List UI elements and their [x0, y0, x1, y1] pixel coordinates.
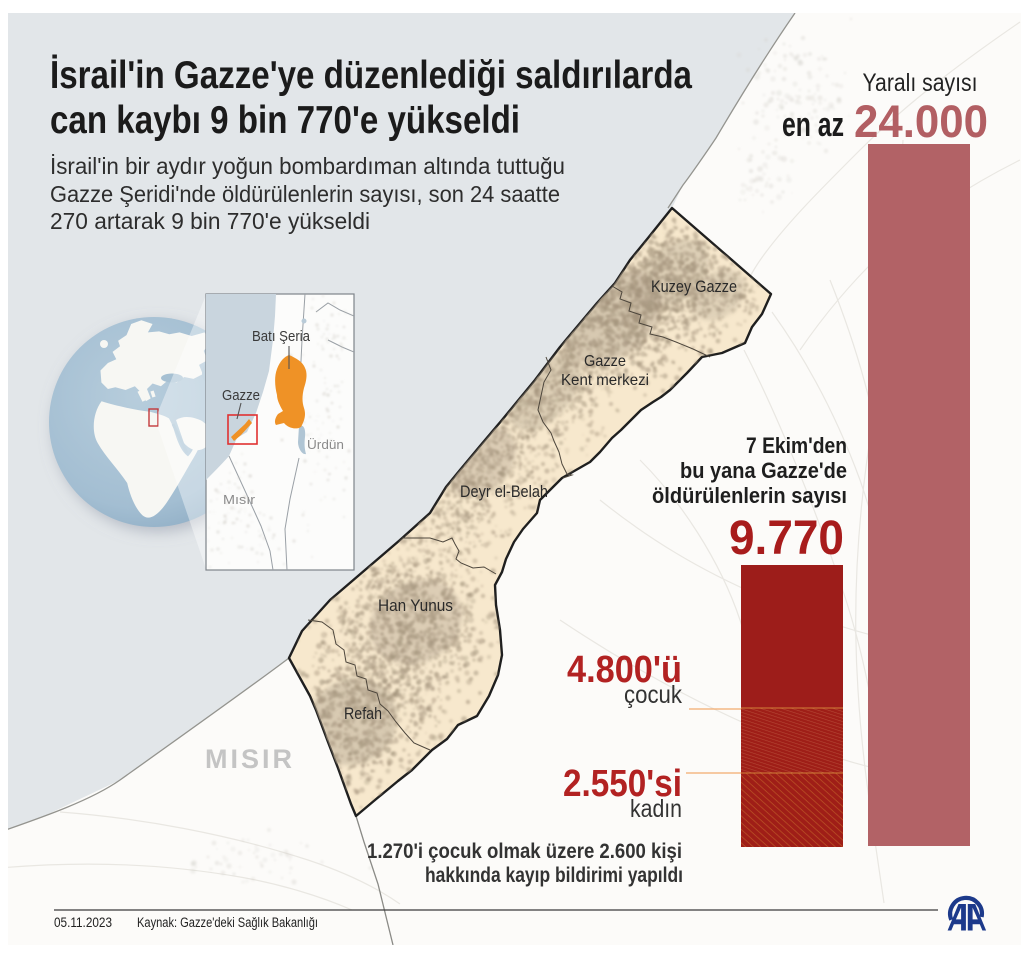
svg-text:9.770: 9.770: [729, 512, 844, 565]
svg-text:İsrail'in bir aydır yoğun bomb: İsrail'in bir aydır yoğun bombardıman al…: [50, 153, 565, 179]
svg-text:can kaybı 9 bin 770'e yükseldi: can kaybı 9 bin 770'e yükseldi: [50, 99, 520, 142]
svg-text:kadın: kadın: [630, 795, 682, 823]
svg-text:Gazze Şeridi'nde öldürülenleri: Gazze Şeridi'nde öldürülenlerin sayısı, …: [50, 181, 560, 207]
svg-text:05.11.2023: 05.11.2023: [54, 915, 112, 930]
svg-text:Deyr el-Belah: Deyr el-Belah: [460, 483, 548, 501]
svg-text:öldürülenlerin sayısı: öldürülenlerin sayısı: [652, 483, 847, 508]
svg-text:bu yana Gazze'de: bu yana Gazze'de: [680, 458, 847, 483]
svg-text:24.000: 24.000: [854, 96, 988, 147]
svg-text:1.270'i çocuk olmak üzere 2.60: 1.270'i çocuk olmak üzere 2.600 kişi: [367, 840, 682, 863]
svg-text:Batı Şeria: Batı Şeria: [252, 328, 311, 345]
svg-text:Gazze: Gazze: [222, 387, 260, 404]
svg-text:2.550'si: 2.550'si: [563, 763, 682, 805]
svg-text:270 artarak 9 bin 770'e yüksel: 270 artarak 9 bin 770'e yükseldi: [50, 208, 370, 234]
svg-text:MISIR: MISIR: [205, 744, 295, 774]
svg-text:çocuk: çocuk: [624, 681, 682, 709]
svg-text:Mısır: Mısır: [223, 492, 256, 507]
svg-text:7 Ekim'den: 7 Ekim'den: [746, 433, 847, 458]
svg-text:hakkında kayıp bildirimi yapıl: hakkında kayıp bildirimi yapıldı: [425, 864, 683, 887]
svg-text:4.800'ü: 4.800'ü: [567, 649, 682, 691]
svg-text:Yaralı sayısı: Yaralı sayısı: [863, 69, 978, 97]
svg-text:Ürdün: Ürdün: [307, 437, 344, 452]
svg-text:Refah: Refah: [344, 705, 382, 723]
svg-text:Han Yunus: Han Yunus: [378, 596, 453, 615]
svg-text:Kent merkezi: Kent merkezi: [561, 372, 649, 389]
svg-text:Gazze: Gazze: [584, 353, 626, 370]
svg-text:Kaynak: Gazze'deki Sağlık Baka: Kaynak: Gazze'deki Sağlık Bakanlığı: [137, 915, 318, 930]
svg-text:en az: en az: [782, 106, 844, 144]
svg-text:İsrail'in Gazze'ye düzenlediği: İsrail'in Gazze'ye düzenlediği saldırıla…: [50, 54, 692, 97]
svg-text:Kuzey Gazze: Kuzey Gazze: [651, 277, 737, 296]
